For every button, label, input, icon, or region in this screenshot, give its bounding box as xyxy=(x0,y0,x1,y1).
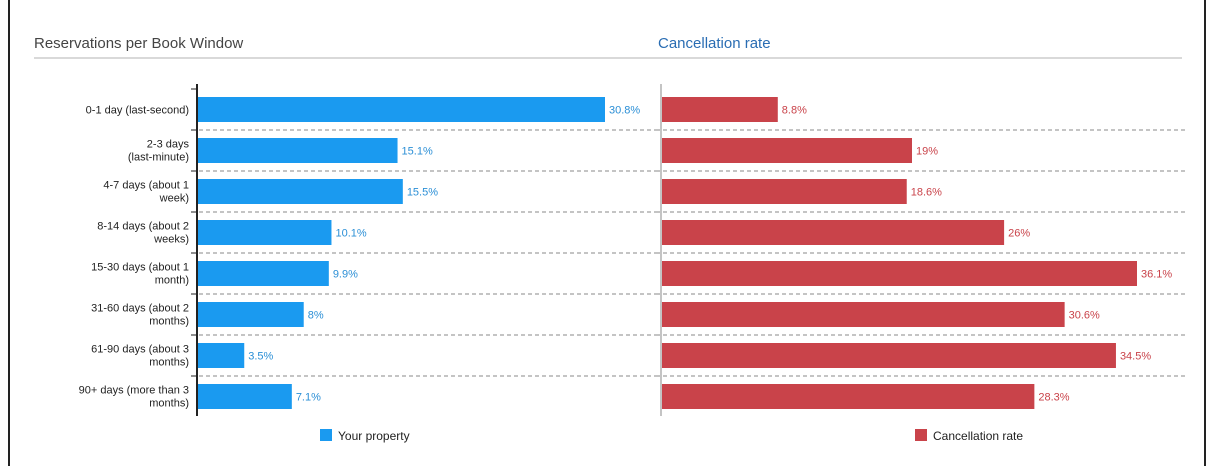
property-bar xyxy=(198,179,403,204)
cancel-bar xyxy=(662,261,1137,286)
property-bar xyxy=(198,97,605,122)
property-value-label: 8% xyxy=(308,310,324,322)
legend-label: Your property xyxy=(338,429,410,443)
cancel-value-label: 19% xyxy=(916,146,938,158)
property-value-label: 30.8% xyxy=(609,105,640,117)
property-bar xyxy=(198,220,332,245)
cancel-bar xyxy=(662,343,1116,368)
cancel-value-label: 30.6% xyxy=(1069,310,1100,322)
legend-label: Cancellation rate xyxy=(933,429,1023,443)
property-bar xyxy=(198,138,398,163)
cancel-bar xyxy=(662,179,907,204)
cancel-value-label: 36.1% xyxy=(1141,269,1172,281)
cancel-bar xyxy=(662,97,778,122)
category-label: 31-60 days (about 2 months) xyxy=(91,303,189,328)
title-divider xyxy=(34,57,1182,59)
reservations-title: Reservations per Book Window xyxy=(34,35,244,52)
property-value-label: 10.1% xyxy=(335,228,366,240)
category-label: 4-7 days (about 1 week) xyxy=(103,180,189,205)
category-label: 0-1 day (last-second) xyxy=(86,105,189,117)
category-label: 8-14 days (about 2 weeks) xyxy=(97,221,189,246)
property-value-label: 15.5% xyxy=(407,187,438,199)
category-label: 90+ days (more than 3 months) xyxy=(79,385,189,410)
property-value-label: 3.5% xyxy=(248,351,273,363)
cancel-value-label: 28.3% xyxy=(1038,392,1069,404)
cancel-bar xyxy=(662,138,912,163)
property-value-label: 9.9% xyxy=(333,269,358,281)
cancel-value-label: 26% xyxy=(1008,228,1030,240)
category-label: 61-90 days (about 3 months) xyxy=(91,344,189,369)
legend-swatch xyxy=(915,429,927,441)
cancel-bar xyxy=(662,220,1005,245)
page-frame xyxy=(8,0,1206,466)
cancel-value-label: 34.5% xyxy=(1120,351,1151,363)
property-value-label: 7.1% xyxy=(296,392,321,404)
category-label: 15-30 days (about 1 month) xyxy=(91,262,189,287)
cancel-value-label: 18.6% xyxy=(911,187,942,199)
category-label: 2-3 days (last-minute) xyxy=(128,139,190,164)
cancellation-title: Cancellation rate xyxy=(658,35,771,52)
cancel-bar xyxy=(662,384,1035,409)
property-value-label: 15.1% xyxy=(402,146,433,158)
property-bar xyxy=(198,261,329,286)
property-bar xyxy=(198,343,245,368)
legend-swatch xyxy=(320,429,332,441)
property-bar xyxy=(198,384,292,409)
cancel-bar xyxy=(662,302,1065,327)
cancel-value-label: 8.8% xyxy=(782,105,807,117)
property-bar xyxy=(198,302,304,327)
